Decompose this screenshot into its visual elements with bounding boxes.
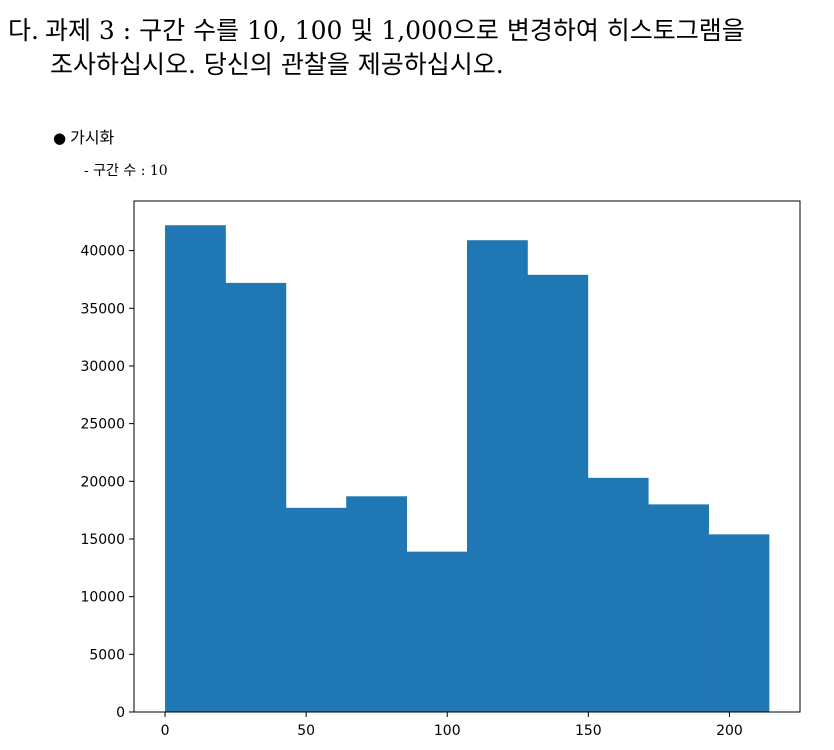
visualization-bullet: ● 가시화 (53, 128, 114, 148)
histogram-bar (406, 551, 468, 712)
y-tick-label: 10000 (80, 590, 125, 606)
y-tick-label: 5000 (89, 647, 125, 663)
histogram-chart: 0 5000 10000 15000 20000 25000 30000 35000 40000… (80, 200, 801, 739)
y-axis: 0 5000 10000 15000 20000 25000 30000 35000 40000 (80, 244, 134, 721)
bullet-label: 가시화 (70, 128, 115, 147)
histogram-bar (467, 240, 528, 712)
x-axis: 0 50 100 150 200 (161, 712, 743, 739)
task-heading-text-1: 과제 3 : 구간 수를 10, 100 및 1,000으로 변경하여 히스토그… (44, 16, 745, 45)
y-tick-label: 20000 (80, 474, 125, 490)
task-heading: 다. 과제 3 : 구간 수를 10, 100 및 1,000으로 변경하여 히스… (8, 14, 828, 82)
x-tick-label: 0 (161, 723, 170, 739)
histogram-bar (346, 496, 408, 712)
y-tick-label: 35000 (80, 301, 125, 317)
y-tick-label: 0 (116, 705, 125, 721)
x-tick-label: 200 (716, 723, 743, 739)
task-heading-line-2: 조사하십시오. 당신의 관찰을 제공하십시오. (50, 50, 504, 79)
histogram-bar (225, 282, 287, 712)
y-tick-label: 15000 (80, 532, 125, 548)
bin-count-label: - 구간 수 : 10 (84, 163, 168, 179)
histogram-bar (285, 507, 347, 712)
y-tick-label: 30000 (80, 359, 125, 375)
histogram-bar (587, 477, 649, 712)
histogram-bar (648, 504, 709, 712)
bullet-marker: ● (53, 129, 67, 147)
x-tick-label: 100 (434, 723, 461, 739)
x-tick-label: 150 (575, 723, 602, 739)
x-tick-label: 50 (297, 723, 315, 739)
histogram-bar (165, 225, 226, 712)
histogram-bar (527, 274, 589, 712)
y-tick-label: 25000 (80, 417, 125, 433)
task-heading-line-1: 다. 과제 3 : 구간 수를 10, 100 및 1,000으로 변경하여 히스… (8, 14, 828, 48)
task-heading-prefix: 다. (8, 16, 39, 45)
histogram-bars (165, 225, 770, 712)
plot-frame (133, 200, 801, 713)
y-tick-label: 40000 (80, 244, 125, 260)
histogram-bar (708, 534, 770, 712)
